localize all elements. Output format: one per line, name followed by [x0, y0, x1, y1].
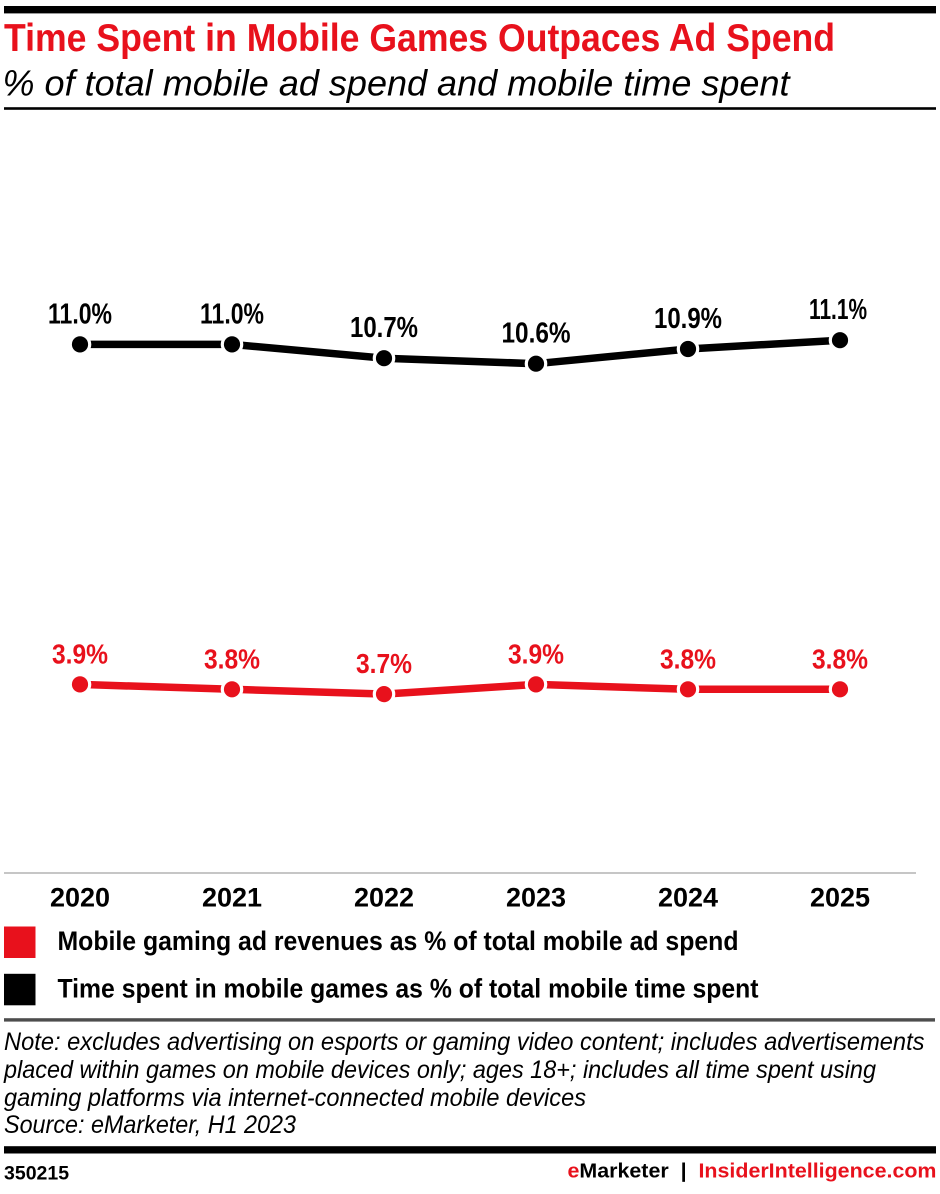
svg-text:3.8%: 3.8% — [660, 643, 716, 674]
svg-text:3.9%: 3.9% — [508, 638, 564, 669]
svg-text:Time Spent in Mobile Games Out: Time Spent in Mobile Games Outpaces Ad S… — [4, 17, 835, 60]
svg-text:11.0%: 11.0% — [200, 298, 264, 330]
svg-text:2021: 2021 — [202, 882, 262, 912]
svg-text:2024: 2024 — [658, 882, 718, 912]
svg-text:3.7%: 3.7% — [356, 648, 412, 679]
svg-text:11.1%: 11.1% — [809, 294, 867, 326]
svg-text:10.6%: 10.6% — [502, 318, 571, 350]
svg-text:2020: 2020 — [50, 882, 110, 912]
svg-text:% of total mobile ad spend and: % of total mobile ad spend and mobile ti… — [3, 63, 792, 104]
svg-text:11.0%: 11.0% — [48, 298, 112, 330]
svg-text:gaming platforms via internet-: gaming platforms via internet-connected … — [4, 1084, 586, 1112]
svg-text:2023: 2023 — [506, 882, 566, 912]
svg-text:2025: 2025 — [810, 882, 870, 912]
svg-text:10.9%: 10.9% — [654, 303, 722, 335]
svg-text:Source: eMarketer, H1 2023: Source: eMarketer, H1 2023 — [4, 1111, 296, 1139]
svg-text:Mobile gaming ad revenues as %: Mobile gaming ad revenues as % of total … — [58, 926, 739, 956]
svg-text:3.8%: 3.8% — [812, 643, 868, 674]
svg-text:3.8%: 3.8% — [204, 643, 260, 674]
svg-text:350215: 350215 — [4, 1163, 69, 1185]
svg-text:placed within games on mobile: placed within games on mobile devices on… — [3, 1056, 876, 1084]
svg-text:10.7%: 10.7% — [350, 312, 418, 344]
svg-text:3.9%: 3.9% — [52, 638, 108, 669]
svg-text:Note: excludes advertising on: Note: excludes advertising on esports or… — [4, 1028, 925, 1056]
svg-text:Time spent in mobile games as: Time spent in mobile games as % of total… — [58, 974, 759, 1004]
svg-text:eMarketer | InsiderIntellige: eMarketer | InsiderIntelligence.com — [568, 1161, 937, 1183]
svg-text:2022: 2022 — [354, 882, 414, 912]
